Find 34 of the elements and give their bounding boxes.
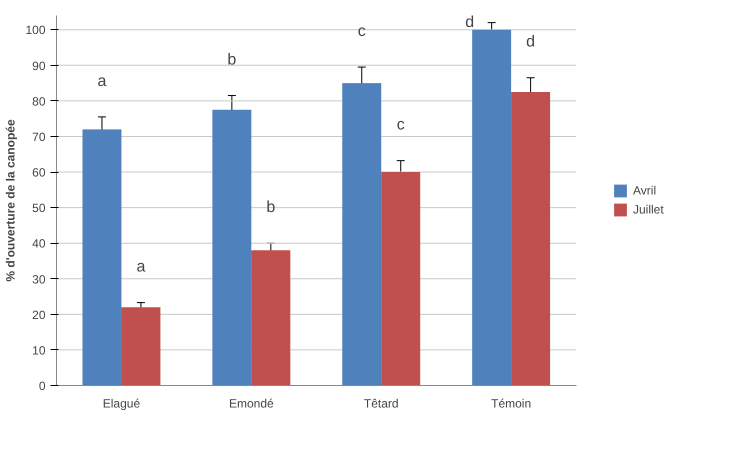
annotation: c (396, 116, 405, 134)
annotation: c (358, 23, 366, 40)
y-tick-label: 40 (32, 236, 46, 251)
annotation: d (465, 14, 474, 32)
annotation: a (136, 258, 146, 276)
annotation: d (526, 34, 536, 51)
y-tick-label: 100 (25, 23, 46, 38)
annotation: b (227, 51, 236, 68)
x-tick-label: Têtard (364, 396, 399, 410)
bar (381, 172, 420, 386)
y-tick-label: 20 (32, 308, 46, 322)
y-tick-label: 0 (38, 379, 46, 393)
bar (212, 110, 252, 386)
y-tick-label: 30 (32, 272, 46, 286)
bar (121, 307, 160, 386)
bar (472, 30, 512, 386)
legend-label: Juillet (633, 202, 665, 216)
y-tick-label: 50 (32, 201, 46, 216)
x-tick-label: Emondé (228, 396, 274, 410)
x-tick-label: Témoin (491, 396, 532, 410)
y-tick-label: 60 (32, 166, 46, 180)
bar (82, 129, 122, 386)
x-tick-label: Elagué (102, 396, 140, 410)
annotation: a (98, 72, 107, 90)
bar (511, 92, 550, 386)
y-tick-label: 90 (32, 58, 46, 73)
bar (342, 83, 382, 386)
bar (251, 250, 290, 386)
y-tick-label: 70 (32, 130, 46, 144)
y-axis-title: % d'ouverture de la canopée (3, 119, 18, 282)
y-tick-label: 10 (32, 343, 46, 358)
legend-label: Avril (633, 184, 658, 198)
y-tick-label: 80 (32, 94, 46, 108)
annotation: b (266, 199, 276, 216)
